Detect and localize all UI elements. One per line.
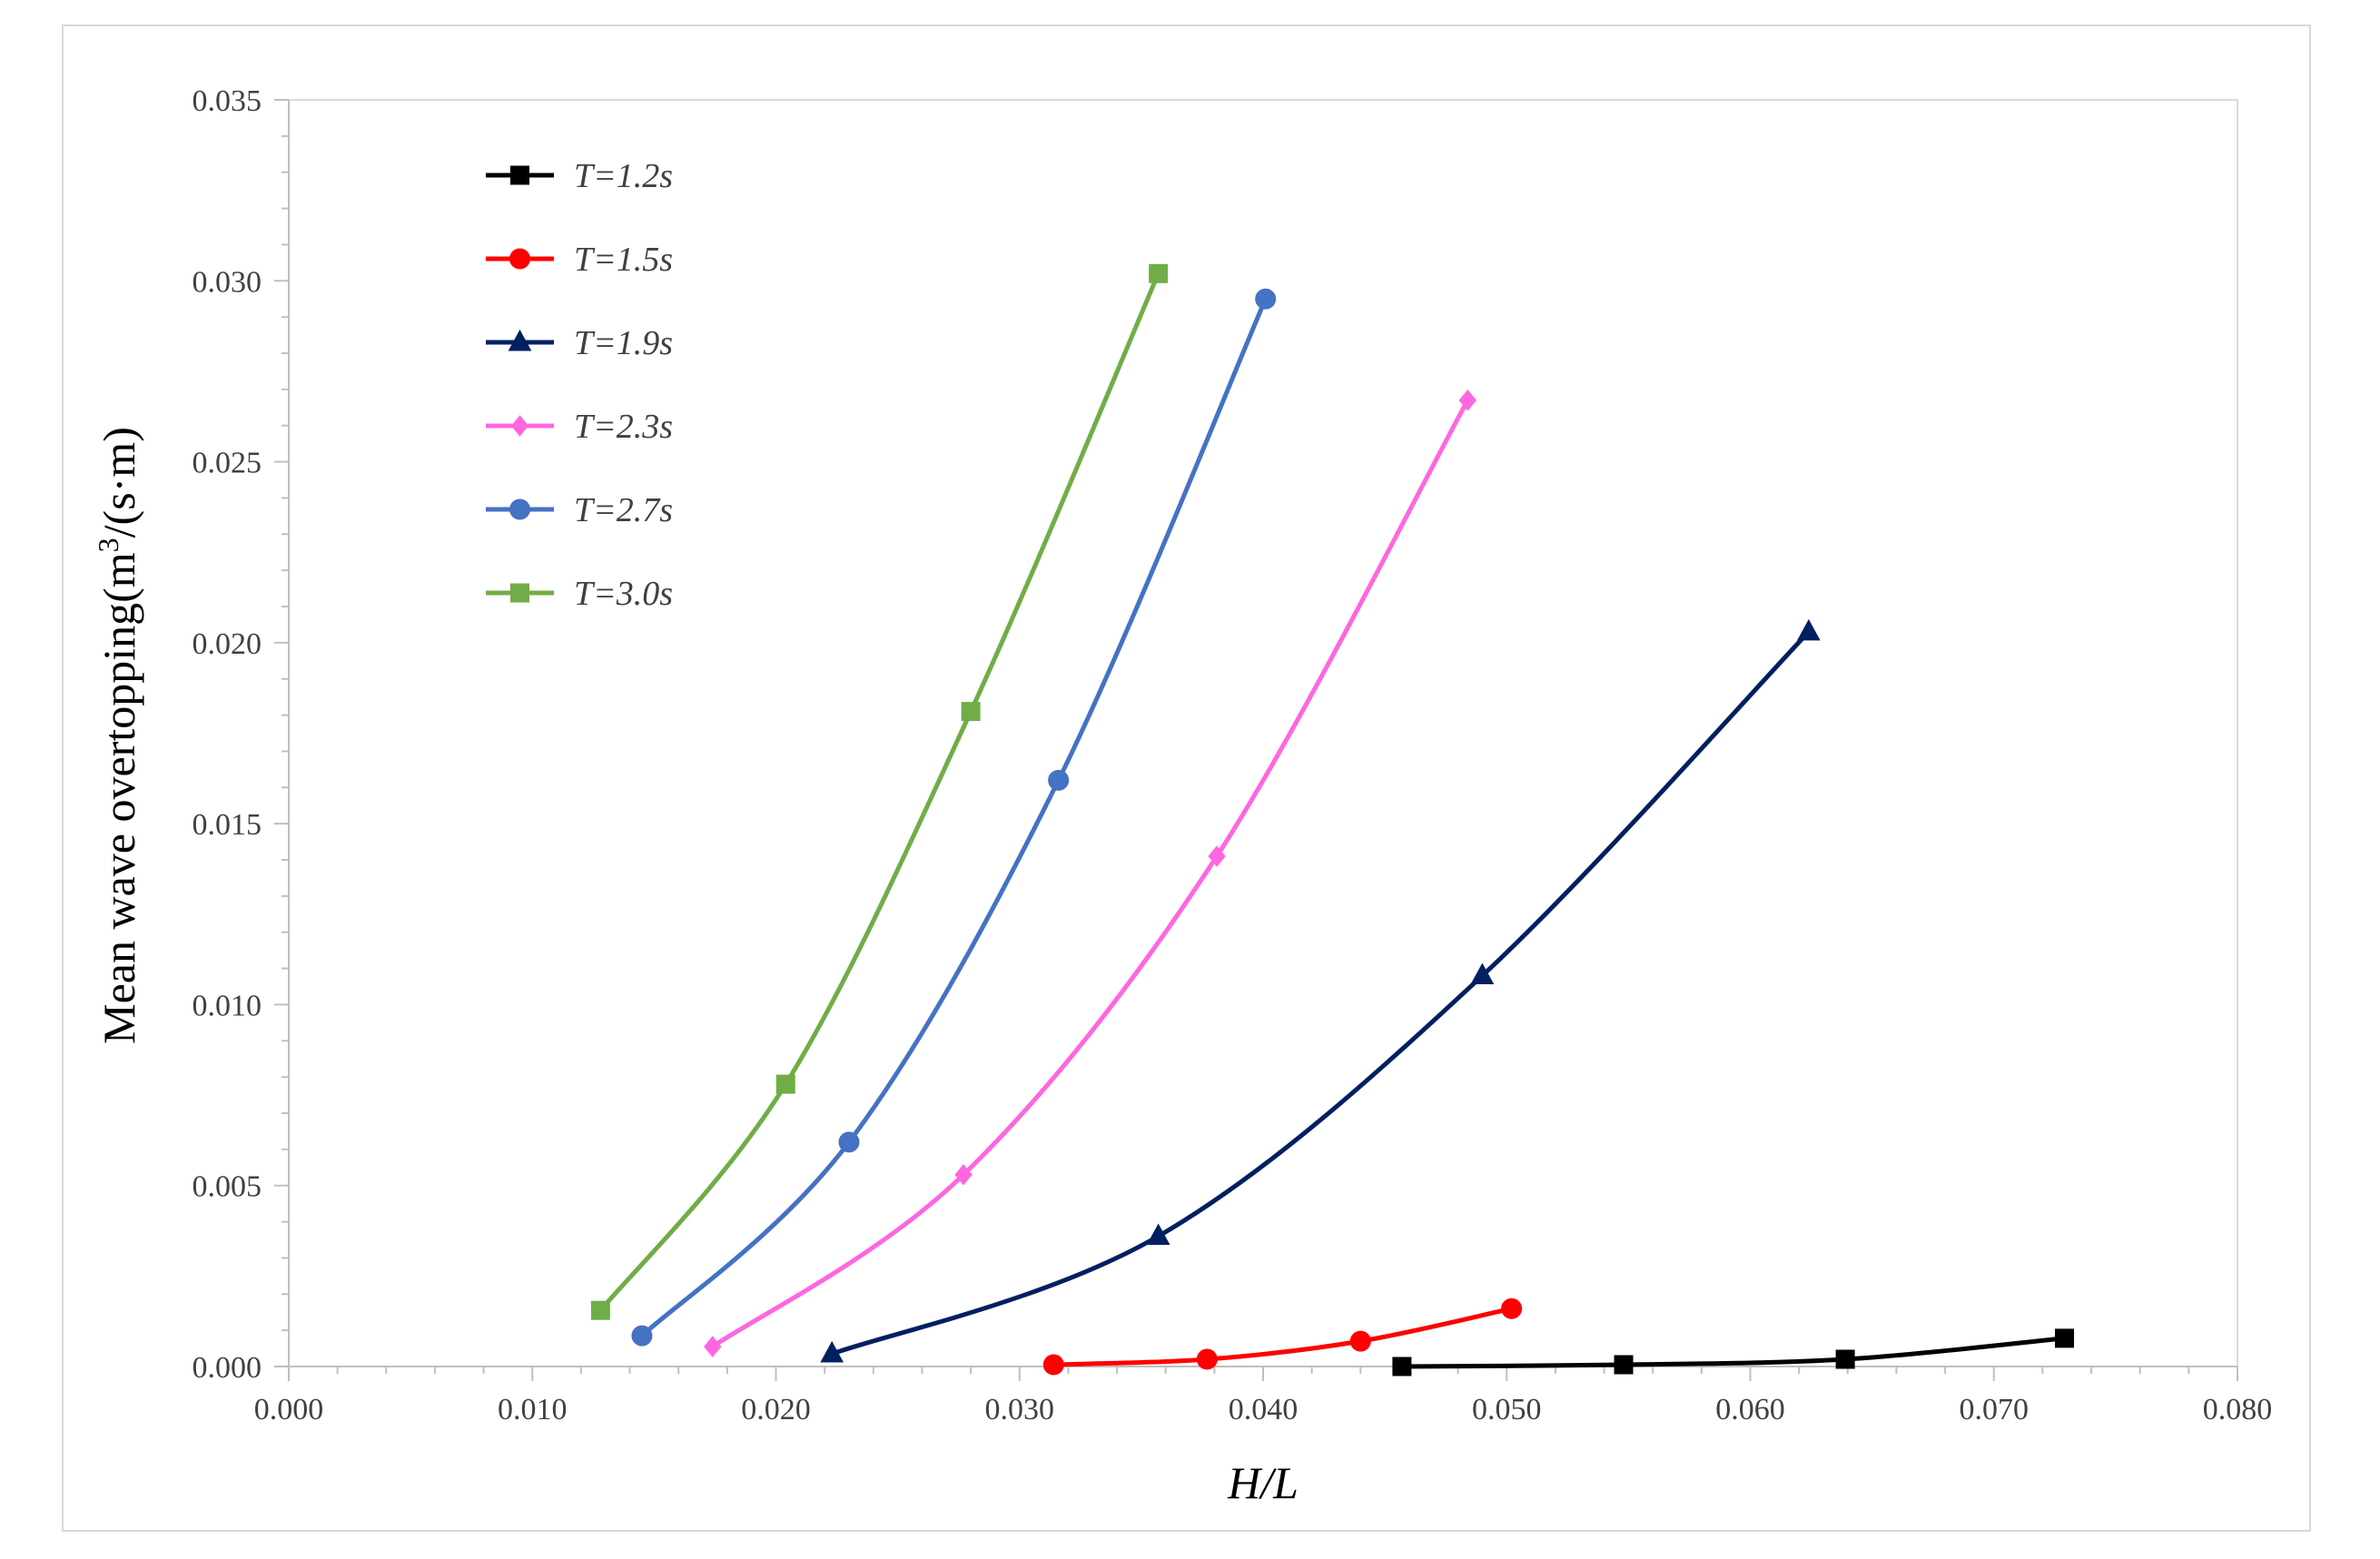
data-point bbox=[1797, 618, 1821, 641]
data-point bbox=[1470, 962, 1495, 985]
legend-entry: T=3.0s bbox=[486, 575, 673, 613]
legend-marker bbox=[509, 498, 530, 520]
data-point bbox=[820, 1341, 844, 1363]
data-point bbox=[1149, 263, 1169, 283]
data-point bbox=[590, 1300, 610, 1320]
legend-label: T=1.2s bbox=[574, 157, 673, 195]
data-point bbox=[631, 1325, 653, 1347]
series-T=1.9s bbox=[820, 618, 1821, 1363]
data-point bbox=[1835, 1349, 1855, 1369]
data-point bbox=[1255, 288, 1277, 310]
y-axis-title-main: Mean wave overtopping(m bbox=[94, 552, 144, 1044]
x-tick-label: 0.030 bbox=[985, 1393, 1055, 1426]
series-T=3.0s bbox=[590, 263, 1169, 1320]
series-line bbox=[831, 630, 1811, 1357]
plot-area bbox=[288, 99, 2238, 1367]
y-axis-title-tail: /(s·m) bbox=[94, 427, 144, 538]
y-tick-label: 0.020 bbox=[193, 627, 262, 661]
legend-marker bbox=[508, 329, 532, 351]
x-tick-label: 0.020 bbox=[741, 1393, 811, 1426]
data-point bbox=[2055, 1328, 2075, 1348]
data-point bbox=[1349, 1330, 1371, 1352]
legend-label: T=1.5s bbox=[574, 241, 673, 279]
legend-label: T=2.7s bbox=[574, 491, 673, 529]
x-axis-title: H/L bbox=[1227, 1457, 1299, 1508]
legend-entry: T=1.5s bbox=[486, 241, 673, 279]
legend-marker bbox=[510, 583, 529, 603]
legend-marker bbox=[509, 248, 530, 270]
axes: 0.000 0.010 0.020 0.030 0.040 0.050 0.060 0.070… bbox=[193, 84, 2273, 1426]
data-point bbox=[1392, 1357, 1412, 1376]
data-point bbox=[954, 1163, 973, 1186]
data-point bbox=[1048, 769, 1070, 791]
series-line bbox=[1053, 1306, 1513, 1367]
legend-label: T=2.3s bbox=[574, 408, 673, 446]
series-line bbox=[711, 399, 1470, 1349]
series-layer bbox=[590, 263, 2075, 1376]
data-point bbox=[1042, 1354, 1064, 1376]
legend-marker bbox=[510, 165, 529, 185]
series-T=2.7s bbox=[631, 288, 1277, 1347]
y-tick-label: 0.010 bbox=[193, 989, 262, 1022]
series-line bbox=[598, 272, 1160, 1312]
series-line bbox=[640, 298, 1268, 1337]
y-tick-label: 0.015 bbox=[193, 808, 262, 842]
series-T=2.3s bbox=[704, 390, 1476, 1357]
x-tick-label: 0.010 bbox=[498, 1393, 568, 1426]
legend-label: T=1.9s bbox=[574, 324, 673, 362]
y-tick-label: 0.030 bbox=[193, 265, 262, 299]
series-T=1.5s bbox=[1042, 1298, 1523, 1376]
x-tick-label: 0.040 bbox=[1229, 1393, 1299, 1426]
legend-label: T=3.0s bbox=[574, 575, 673, 613]
series-line bbox=[1401, 1336, 2065, 1369]
y-tick-label: 0.000 bbox=[193, 1351, 262, 1385]
series-T=1.2s bbox=[1392, 1328, 2075, 1376]
y-axis-title-superscript: 3 bbox=[92, 538, 124, 552]
legend-entry: T=1.2s bbox=[486, 157, 673, 195]
legend-marker bbox=[510, 415, 529, 437]
data-point bbox=[1146, 1223, 1170, 1246]
data-point bbox=[1208, 845, 1226, 867]
y-tick-label: 0.005 bbox=[193, 1170, 262, 1204]
data-point bbox=[1501, 1298, 1523, 1319]
x-tick-label: 0.060 bbox=[1715, 1393, 1785, 1426]
x-tick-label: 0.070 bbox=[1960, 1393, 2029, 1426]
data-point bbox=[1614, 1355, 1634, 1375]
data-point bbox=[1196, 1348, 1218, 1370]
y-axis-title: Mean wave overtopping(m3/(s·m) bbox=[92, 427, 144, 1044]
legend-entry: T=2.3s bbox=[486, 408, 673, 446]
legend-entry: T=1.9s bbox=[486, 324, 673, 362]
data-point bbox=[775, 1074, 795, 1094]
x-tick-label: 0.050 bbox=[1472, 1393, 1542, 1426]
x-tick-label: 0.000 bbox=[254, 1393, 324, 1426]
legend-entry: T=2.7s bbox=[486, 491, 673, 529]
data-point bbox=[1458, 390, 1476, 411]
data-point bbox=[961, 702, 981, 722]
y-tick-label: 0.035 bbox=[193, 84, 262, 118]
data-point bbox=[838, 1131, 860, 1153]
y-tick-label: 0.025 bbox=[193, 447, 262, 480]
x-tick-label: 0.080 bbox=[2203, 1393, 2273, 1426]
data-point bbox=[704, 1336, 722, 1357]
legend: T=1.2s T=1.5s T=1.9s T=2.3s T=2.7s T=3.0s bbox=[486, 157, 673, 613]
